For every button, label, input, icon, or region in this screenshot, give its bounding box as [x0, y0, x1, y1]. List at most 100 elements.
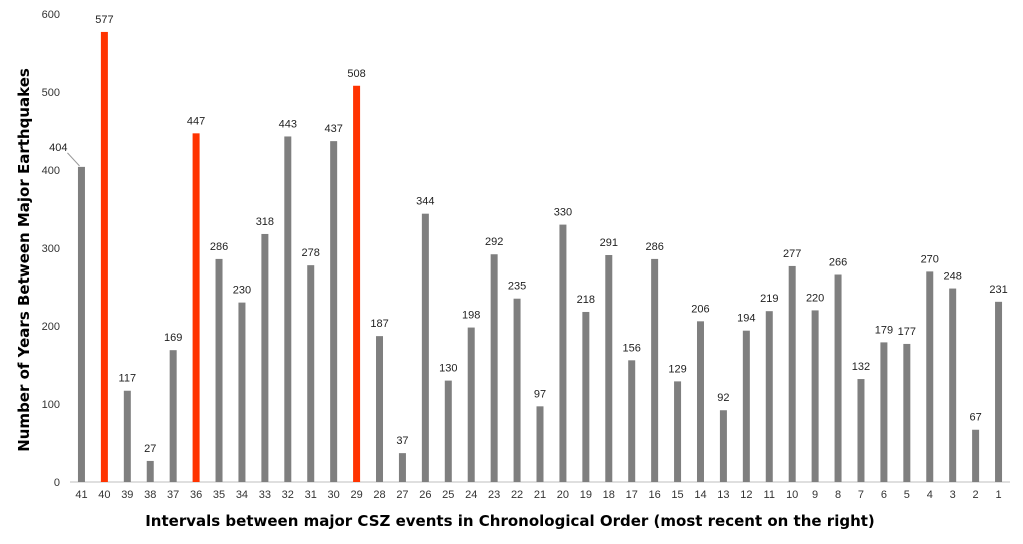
- x-tick-label-21: 21: [534, 489, 546, 501]
- bar-15: [674, 381, 682, 482]
- bar-4: [926, 271, 934, 482]
- x-tick-label-30: 30: [328, 489, 340, 501]
- y-tick-label: 500: [42, 87, 60, 99]
- bar-24: [467, 327, 475, 482]
- x-tick-label-12: 12: [740, 489, 752, 501]
- data-label-22: 235: [508, 281, 526, 293]
- data-label-35: 286: [210, 241, 228, 253]
- x-tick-label-8: 8: [835, 489, 841, 501]
- data-label-24: 198: [462, 310, 480, 322]
- data-label-4: 270: [921, 253, 939, 265]
- x-tick-label-22: 22: [511, 489, 523, 501]
- x-tick-label-40: 40: [98, 489, 110, 501]
- data-label-40: 577: [95, 14, 113, 26]
- data-label-13: 92: [717, 392, 729, 404]
- x-tick-label-16: 16: [649, 489, 661, 501]
- data-label-9: 220: [806, 292, 824, 304]
- x-tick-label-32: 32: [282, 489, 294, 501]
- data-label-38: 27: [144, 443, 156, 455]
- data-label-6: 179: [875, 324, 893, 336]
- data-label-18: 291: [600, 237, 618, 249]
- x-tick-label-10: 10: [786, 489, 798, 501]
- x-tick-label-23: 23: [488, 489, 500, 501]
- bar-8: [834, 274, 842, 482]
- data-label-25: 130: [439, 363, 457, 375]
- data-label-12: 194: [737, 313, 755, 325]
- bar-20: [559, 224, 567, 482]
- bar-1: [995, 301, 1003, 482]
- x-tick-label-11: 11: [764, 489, 775, 501]
- x-tick-label-31: 31: [305, 489, 317, 501]
- bar-13: [719, 410, 727, 482]
- data-label-19: 218: [577, 294, 595, 306]
- x-tick-label-19: 19: [580, 489, 592, 501]
- data-label-14: 206: [691, 303, 709, 315]
- bar-34: [238, 302, 246, 482]
- data-label-26: 344: [416, 196, 434, 208]
- data-label-34: 230: [233, 285, 251, 297]
- bar-30: [330, 141, 338, 482]
- data-label-23: 292: [485, 236, 503, 248]
- x-tick-label-6: 6: [881, 489, 887, 501]
- x-tick-label-25: 25: [442, 489, 454, 501]
- bar-14: [696, 321, 704, 482]
- bar-37: [169, 350, 177, 482]
- bar-17: [628, 360, 636, 482]
- bar-39: [123, 390, 131, 482]
- data-label-27: 37: [396, 435, 408, 447]
- bar-12: [742, 330, 750, 482]
- data-label-36: 447: [187, 115, 205, 127]
- data-label-8: 266: [829, 257, 847, 269]
- data-label-3: 248: [944, 271, 962, 283]
- data-label-32: 443: [279, 118, 297, 130]
- x-tick-label-1: 1: [995, 489, 1001, 501]
- x-tick-label-29: 29: [350, 489, 362, 501]
- data-labels: 404 577 117 27 169 447 286 230 318 443 278 437 508 18…: [49, 14, 1008, 455]
- bar-18: [605, 255, 613, 482]
- x-tick-label-39: 39: [121, 489, 133, 501]
- x-tick-label-17: 17: [626, 489, 638, 501]
- bar-6: [880, 342, 888, 482]
- x-tick-label-9: 9: [812, 489, 818, 501]
- y-axis-ticks: 0 100 200 300 400 500 600: [42, 9, 60, 489]
- bar-22: [513, 298, 521, 482]
- x-tick-label-5: 5: [904, 489, 910, 501]
- bar-2: [972, 429, 980, 482]
- x-tick-label-4: 4: [927, 489, 933, 501]
- y-tick-label: 400: [42, 165, 60, 177]
- bar-33: [261, 233, 269, 482]
- bar-16: [651, 258, 659, 482]
- bar-29: [353, 85, 361, 482]
- data-label-31: 278: [302, 247, 320, 259]
- bar-25: [444, 380, 452, 482]
- bar-11: [765, 311, 773, 482]
- data-label-37: 169: [164, 332, 182, 344]
- bar-27: [398, 453, 406, 482]
- data-label-17: 156: [623, 342, 641, 354]
- data-label-10: 277: [783, 248, 801, 260]
- x-tick-label-3: 3: [950, 489, 956, 501]
- x-tick-label-41: 41: [75, 489, 87, 501]
- data-label-41: 404: [49, 142, 67, 154]
- data-label-2: 67: [969, 412, 981, 424]
- x-tick-label-27: 27: [396, 489, 408, 501]
- bar-9: [811, 310, 819, 482]
- data-label-20: 330: [554, 207, 572, 219]
- data-label-5: 177: [898, 326, 916, 338]
- x-tick-label-15: 15: [671, 489, 683, 501]
- bar-3: [949, 288, 957, 482]
- x-tick-label-26: 26: [419, 489, 431, 501]
- bar-26: [421, 213, 429, 482]
- bar-40: [100, 31, 108, 482]
- x-tick-label-33: 33: [259, 489, 271, 501]
- data-label-29: 508: [347, 68, 365, 80]
- x-tick-label-7: 7: [858, 489, 864, 501]
- x-tick-label-28: 28: [373, 489, 385, 501]
- data-label-15: 129: [668, 363, 686, 375]
- x-tick-label-36: 36: [190, 489, 202, 501]
- data-label-16: 286: [645, 241, 663, 253]
- bars: [77, 31, 1003, 482]
- x-tick-label-13: 13: [717, 489, 729, 501]
